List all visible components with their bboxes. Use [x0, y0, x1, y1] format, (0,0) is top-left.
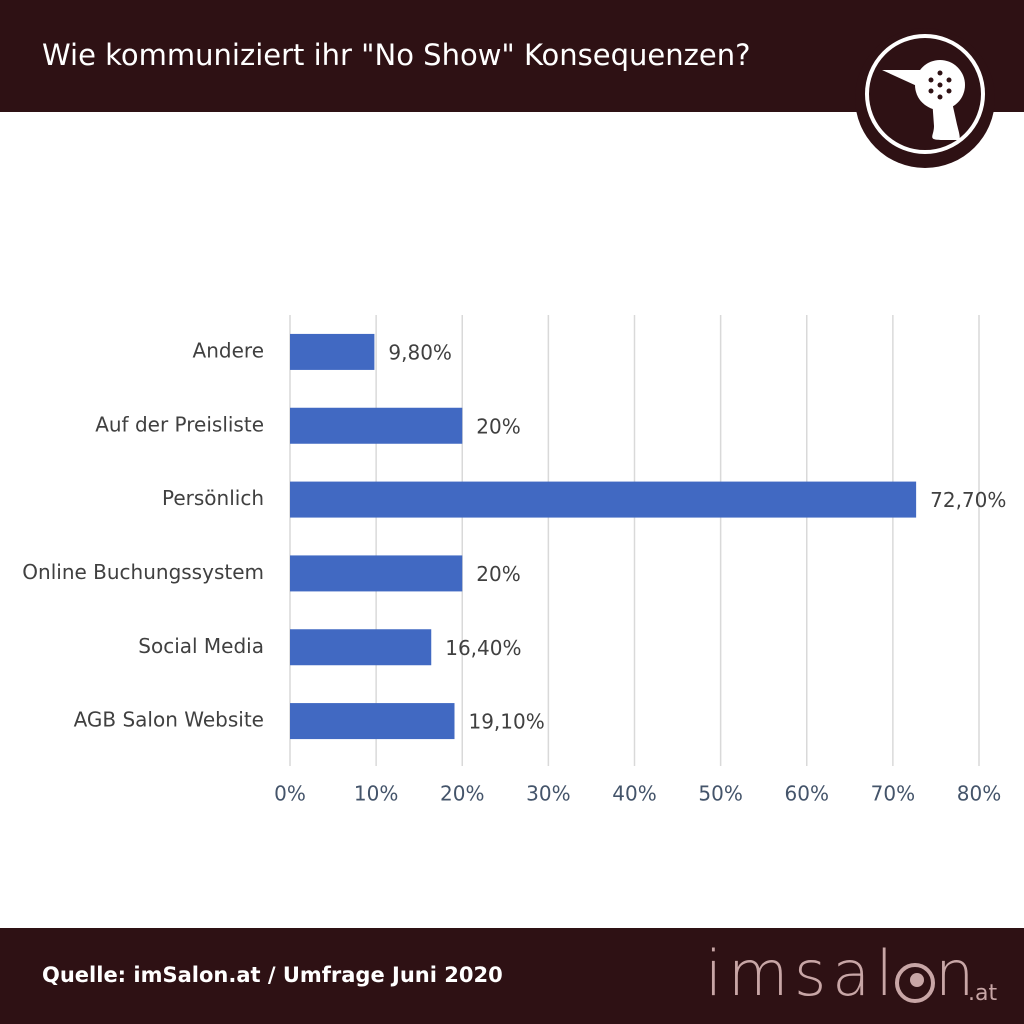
y-tick-label: Auf der Preisliste	[95, 412, 264, 436]
y-tick-label: Andere	[193, 338, 264, 362]
value-label: 20%	[476, 414, 520, 438]
value-label: 20%	[476, 562, 520, 586]
value-label: 19,10%	[468, 710, 544, 734]
logo-domain: .at	[968, 981, 997, 1006]
bar	[290, 555, 463, 592]
logo-icon	[895, 963, 935, 1003]
x-tick-label: 60%	[785, 782, 829, 806]
source: Quelle: imSalon.at / Umfrage Juni 2020	[42, 963, 503, 987]
y-tick-label: AGB Salon Website	[74, 708, 264, 732]
x-tick-label: 0%	[274, 782, 306, 806]
logo-text: imsal	[705, 937, 893, 1010]
header-band	[0, 0, 1024, 112]
x-tick-label: 50%	[698, 782, 742, 806]
y-tick-label: Persönlich	[162, 486, 264, 510]
x-tick-label: 10%	[354, 782, 398, 806]
x-tick-label: 20%	[440, 782, 484, 806]
logo-text: n	[935, 937, 974, 1010]
x-tick-label: 70%	[871, 782, 915, 806]
bar	[290, 481, 917, 518]
y-tick-label: Online Buchungssystem	[22, 560, 264, 584]
bar	[290, 629, 432, 666]
header-logo	[855, 28, 995, 168]
chart-title: Wie kommuniziert ihr "No Show" Konsequen…	[42, 38, 750, 72]
bar	[290, 407, 463, 444]
bar	[290, 703, 455, 740]
y-tick-label: Social Media	[138, 634, 264, 658]
x-tick-label: 80%	[957, 782, 1001, 806]
value-label: 9,80%	[388, 340, 452, 364]
value-label: 72,70%	[930, 488, 1006, 512]
bar	[290, 333, 375, 370]
x-tick-label: 30%	[526, 782, 570, 806]
value-label: 16,40%	[445, 636, 521, 660]
x-tick-label: 40%	[612, 782, 656, 806]
footer-band	[0, 928, 1024, 1024]
